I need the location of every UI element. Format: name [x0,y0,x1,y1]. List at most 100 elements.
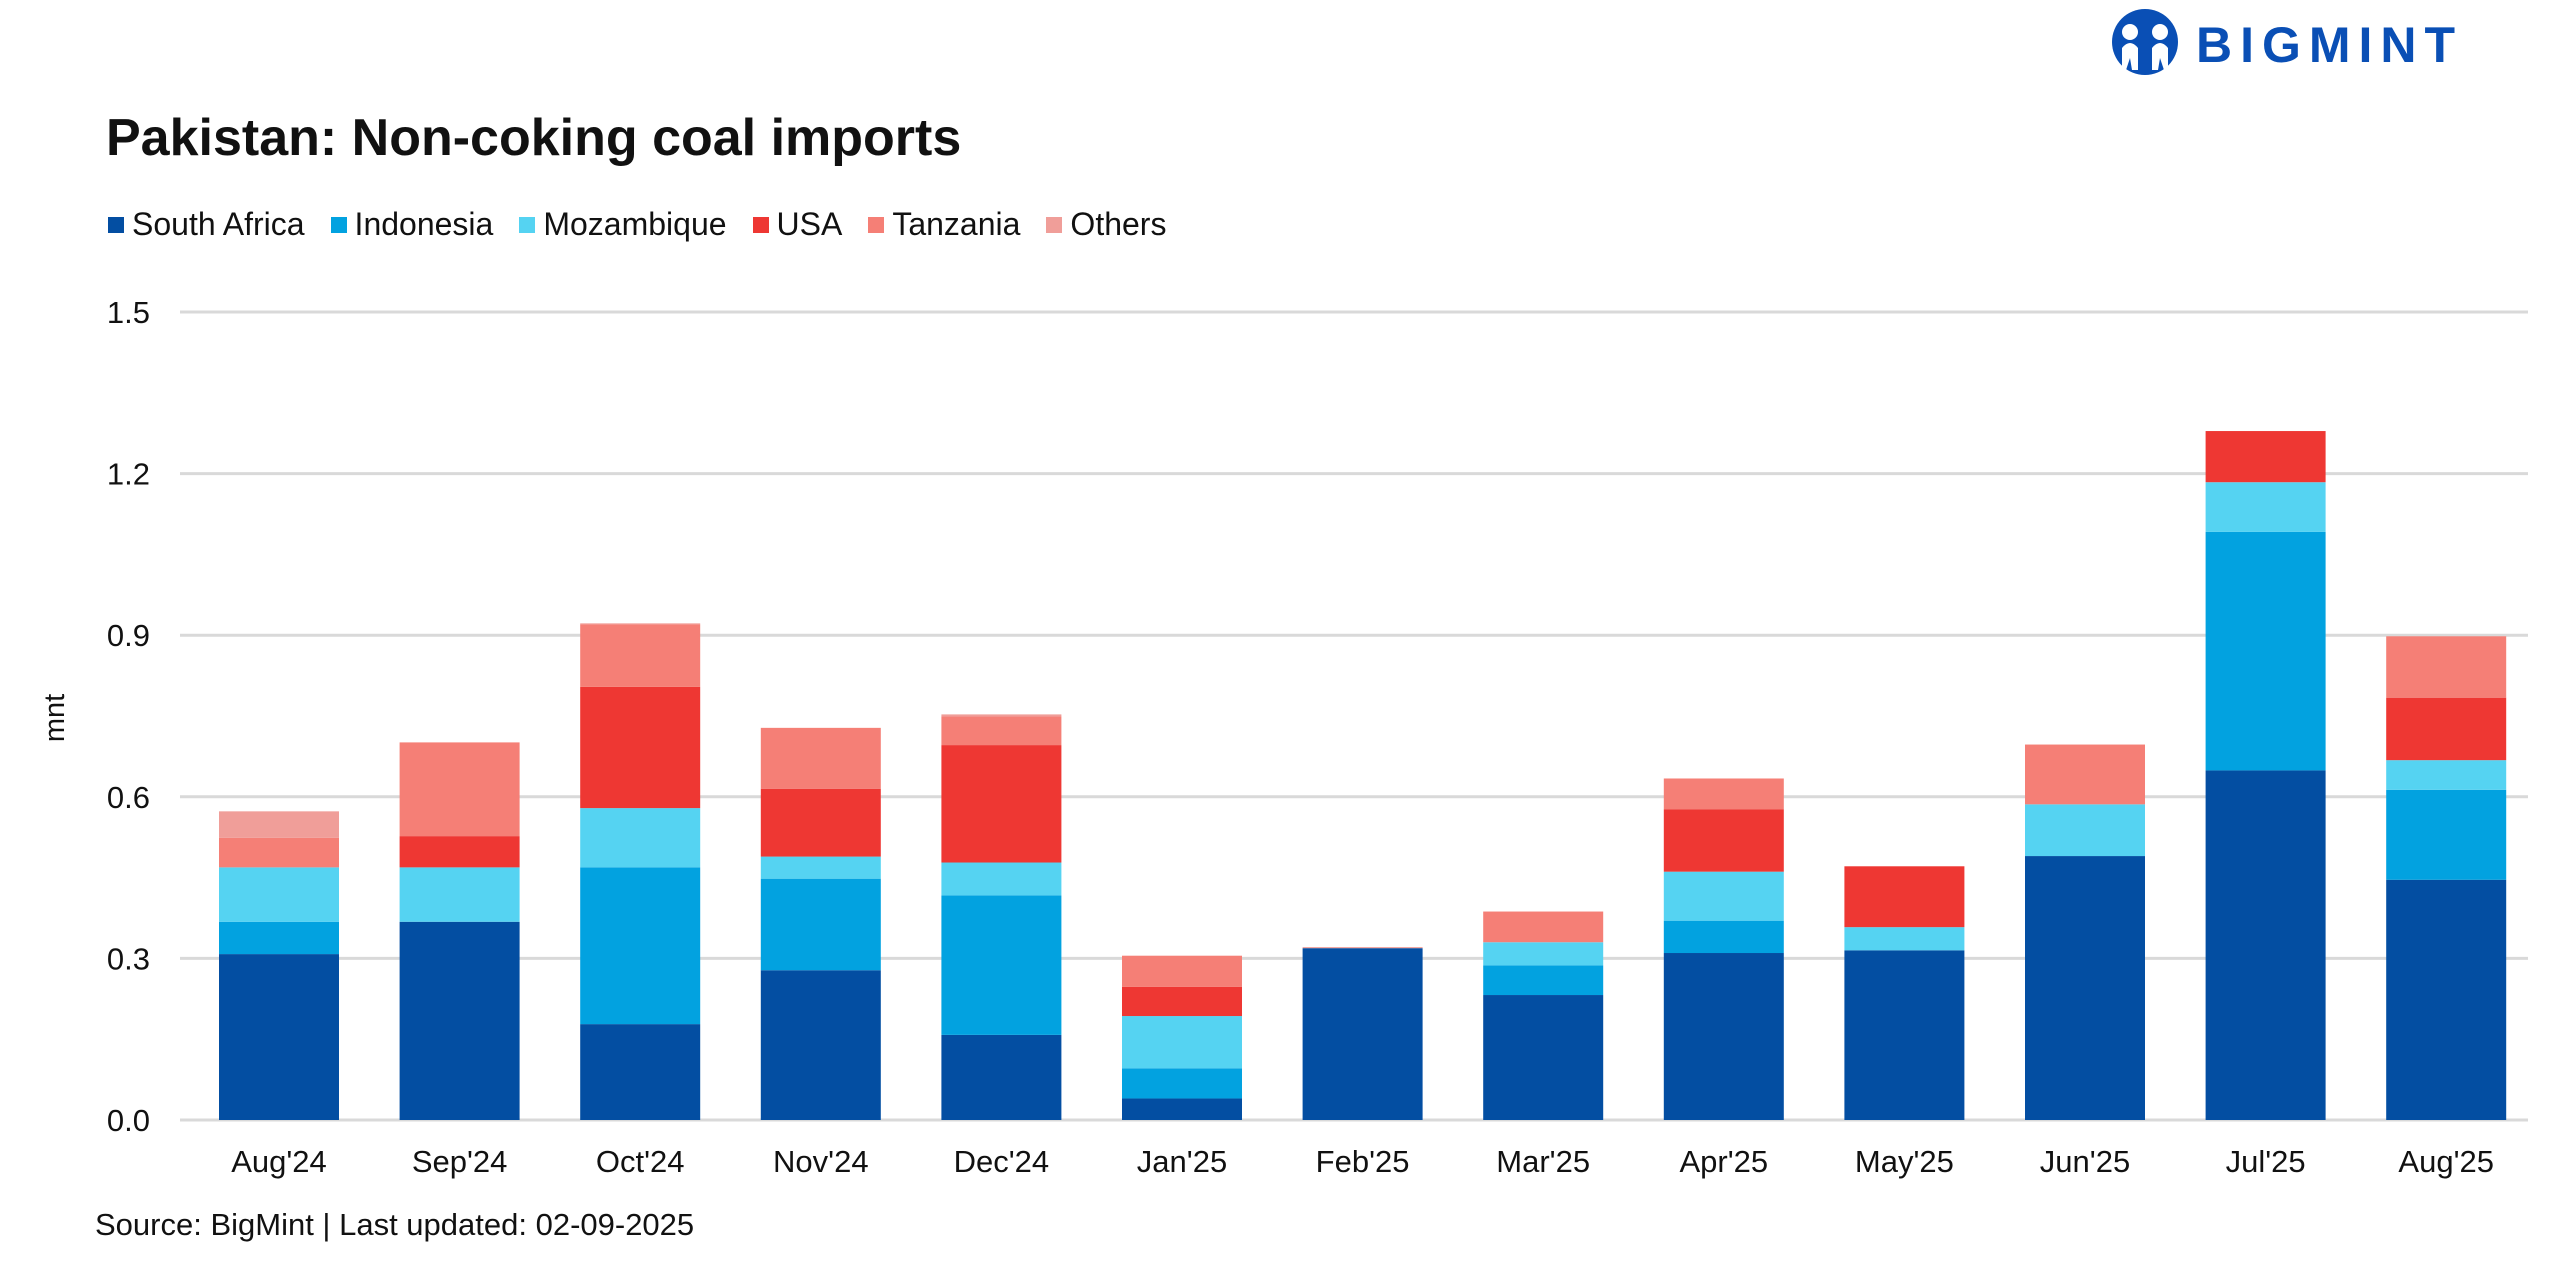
legend: South Africa Indonesia Mozambique USA Tanzan… [108,206,1166,243]
bar-segment-mozambique [941,862,1062,896]
bar-segment-south-africa [219,954,339,1120]
bar-segment-south-africa [1663,953,1784,1120]
bar-segment-mozambique [580,808,701,868]
bar-segment-others [219,811,339,838]
bar-segment-mozambique [760,856,881,879]
legend-label: Indonesia [354,206,494,242]
x-tick-label: Jan'25 [1137,1144,1227,1179]
bar-segment-others [1302,947,1423,949]
legend-swatch [1046,216,1063,233]
bar-segment-usa [1122,986,1242,1017]
legend-item: Indonesia [330,206,494,243]
bar-segment-south-africa [760,970,881,1120]
bar-segment-tanzania [399,742,520,837]
bar-segment-others [580,623,701,625]
bar-segment-usa [2386,697,2507,761]
logo-text: BIGMINT [2196,17,2464,73]
bar-segment-others [941,714,1062,717]
bar-segment-south-africa [2386,879,2507,1120]
chart-title: Pakistan: Non-coking coal imports [106,109,962,167]
bar-segment-usa [399,836,520,868]
y-tick-label: 1.2 [107,457,150,492]
bar-segment-indonesia [1122,1068,1242,1099]
bar-segment-tanzania [580,624,701,687]
bar-segment-tanzania [1483,911,1604,943]
bar-segment-mozambique [2205,482,2326,532]
legend-label: USA [776,206,843,242]
bar-segment-south-africa [2025,856,2145,1120]
bar-segment-indonesia [941,895,1062,1035]
legend-label: Tanzania [892,206,1021,242]
x-tick-label: Aug'25 [2398,1144,2494,1179]
legend-item: Mozambique [519,206,727,243]
x-tick-label: Dec'24 [954,1144,1050,1179]
bar-segment-indonesia [760,878,881,971]
bar-segment-mozambique [2025,804,2145,857]
bar-segment-tanzania [941,716,1062,746]
legend-swatch [330,216,347,233]
bar-segment-tanzania [1663,778,1784,810]
bar-segment-south-africa [1302,948,1423,1120]
bar-segment-tanzania [2386,636,2507,698]
bar-segment-tanzania [760,727,881,789]
bar-segment-usa [1844,866,1965,928]
x-tick-label: Jun'25 [2040,1144,2130,1179]
bar-segment-usa [580,686,701,809]
bar-segment-indonesia [580,867,701,1025]
legend-swatch [519,216,536,233]
bar-segment-south-africa [2205,770,2326,1120]
y-tick-label: 0.0 [107,1103,150,1138]
bar-segment-south-africa [1844,950,1965,1120]
legend-swatch [752,216,769,233]
y-tick-labels: 0.0 0.3 0.6 0.9 1.2 1.5 [107,295,150,1138]
bar-segment-mozambique [1483,942,1604,966]
bar-segment-south-africa [1122,1098,1242,1120]
y-tick-label: 0.9 [107,618,150,653]
x-tick-label: Mar'25 [1496,1144,1590,1179]
x-tick-labels: Aug'24 Sep'24 Oct'24 Nov'24 Dec'24 Jan'25 Feb'… [231,1144,2494,1179]
x-tick-label: Aug'24 [231,1144,327,1179]
legend-label: Mozambique [543,206,727,242]
bars [219,431,2507,1120]
y-tick-label: 0.3 [107,941,150,976]
bar-segment-tanzania [1122,955,1242,987]
bigmint-logo: BIGMINT [2108,8,2463,82]
y-axis-label: mnt [39,694,71,742]
bar-segment-usa [1663,809,1784,872]
x-tick-label: Oct'24 [596,1144,685,1179]
bar-segment-indonesia [1483,965,1604,996]
legend-label: South Africa [132,206,305,242]
x-tick-label: Apr'25 [1679,1144,1768,1179]
bar-segment-mozambique [1844,927,1965,951]
legend-item: South Africa [108,206,305,243]
bar-segment-indonesia [2386,789,2507,880]
bigmint-logo-icon [2112,9,2178,75]
x-tick-label: Feb'25 [1316,1144,1410,1179]
y-tick-label: 0.6 [107,780,150,815]
bar-segment-mozambique [219,867,339,922]
x-tick-label: Nov'24 [773,1144,869,1179]
y-tick-label: 1.5 [107,295,150,330]
x-tick-label: May'25 [1855,1144,1954,1179]
x-tick-label: Jul'25 [2226,1144,2306,1179]
bar-segment-indonesia [1663,920,1784,954]
bar-segment-mozambique [2386,760,2507,790]
bar-segment-mozambique [1122,1016,1242,1069]
bar-segment-tanzania [2025,744,2145,805]
bar-segment-usa [2205,431,2326,483]
bar-segment-usa [760,788,881,857]
bar-segment-indonesia [2205,531,2326,771]
legend-swatch [868,216,885,233]
legend-item: USA [752,206,843,243]
legend-item: Tanzania [868,206,1020,243]
bar-segment-south-africa [1483,995,1604,1120]
bar-segment-mozambique [399,867,520,922]
source-note: Source: BigMint | Last updated: 02-09-20… [95,1207,695,1242]
bar-segment-usa [941,745,1062,863]
bar-segment-south-africa [580,1024,701,1120]
legend-item: Others [1046,206,1166,243]
bar-segment-indonesia [219,921,339,955]
bar-segment-tanzania [219,837,339,868]
bar-segment-south-africa [399,921,520,1120]
